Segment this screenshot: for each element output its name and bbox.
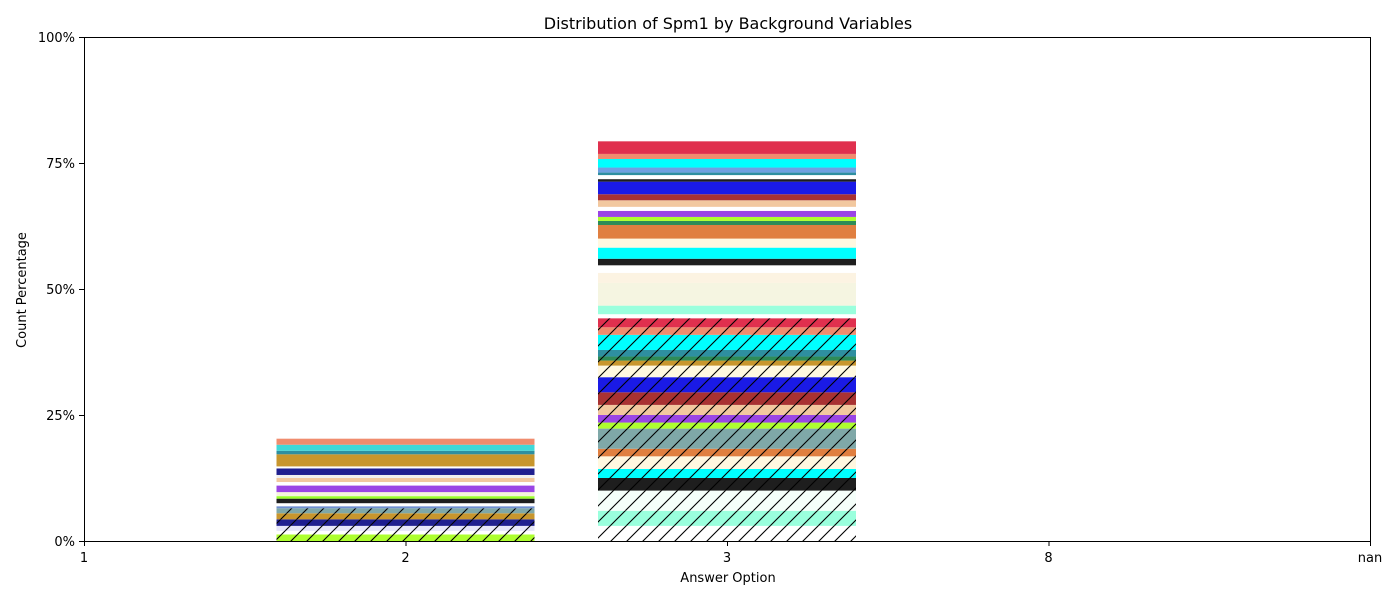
bar-segment: [598, 314, 856, 319]
bar-segment-hatch: [276, 530, 535, 535]
x-tick-label: 2: [401, 551, 409, 566]
bar-segment: [598, 141, 856, 154]
bar-segment: [276, 498, 535, 504]
bar-segment-hatch: [598, 456, 856, 469]
bar-segment: [598, 220, 856, 225]
bar-stacks: [276, 141, 856, 541]
bar-segment-hatch: [598, 356, 856, 361]
bar-segment: [276, 474, 535, 478]
bar-segment-hatch: [598, 392, 856, 405]
y-tick-label: 50%: [46, 283, 75, 298]
bar-segment: [598, 172, 856, 176]
bar-segment-hatch: [598, 478, 856, 491]
bar-segment-hatch: [598, 468, 856, 478]
bar-segment: [598, 158, 856, 168]
bar-segment: [598, 258, 856, 266]
bar-segment-hatch: [598, 415, 856, 423]
bar-stack-3: [598, 141, 856, 541]
bar-segment: [598, 224, 856, 239]
bar-segment-hatch: [276, 534, 535, 541]
bar-segment: [598, 167, 856, 173]
bar-segment: [276, 506, 535, 509]
bar-segment: [276, 485, 535, 493]
y-tick-label: 0%: [54, 535, 75, 550]
bar-segment: [598, 305, 856, 315]
bar-segment: [598, 265, 856, 273]
bar-segment: [598, 282, 856, 306]
bar-segment-hatch: [598, 327, 856, 335]
bar-segment: [598, 206, 856, 211]
bar-segment-hatch: [598, 334, 856, 350]
bar-segment-hatch: [276, 519, 535, 526]
chart-title: Distribution of Spm1 by Background Varia…: [544, 14, 912, 33]
bar-segment-hatch: [598, 422, 856, 429]
bar-segment: [276, 450, 535, 455]
bar-segment: [598, 175, 856, 180]
bar-segment: [598, 179, 856, 182]
y-axis: 0% 25% 50% 75% 100%: [38, 31, 84, 550]
bar-segment: [598, 210, 856, 217]
x-tick-label: 8: [1044, 551, 1052, 566]
bar-segment-hatch: [598, 377, 856, 393]
bar-segment: [598, 247, 856, 259]
bar-segment-hatch: [598, 428, 856, 449]
bar-segment-hatch: [276, 508, 535, 514]
bar-segment-hatch: [276, 513, 535, 520]
y-axis-title: Count Percentage: [15, 232, 30, 348]
bar-segment: [276, 492, 535, 497]
bar-segment-hatch: [598, 349, 856, 357]
bar-segment: [598, 153, 856, 159]
bar-segment: [598, 181, 856, 195]
bar-stack-2: [276, 438, 535, 541]
bar-segment: [276, 503, 535, 507]
x-tick-label: nan: [1358, 551, 1382, 566]
bar-segment-hatch: [598, 525, 856, 541]
bar-segment: [276, 466, 535, 469]
bar-segment-hatch: [598, 510, 856, 526]
bar-segment: [276, 454, 535, 467]
x-tick-label: 1: [80, 551, 88, 566]
bar-segment-hatch: [598, 448, 856, 457]
bar-segment-hatch: [598, 360, 856, 366]
bar-segment-hatch: [598, 404, 856, 415]
bar-segment: [276, 444, 535, 451]
x-axis: 1 2 3 8 nan: [80, 541, 1382, 566]
bar-segment: [276, 482, 535, 486]
y-tick-label: 25%: [46, 409, 75, 424]
y-tick-label: 75%: [46, 157, 75, 172]
bar-segment-hatch: [598, 490, 856, 511]
y-tick-label: 100%: [38, 31, 75, 46]
bar-segment: [598, 216, 856, 221]
bar-segment: [598, 200, 856, 207]
x-tick-label: 3: [723, 551, 731, 566]
bar-segment: [276, 478, 535, 483]
bar-segment: [598, 238, 856, 248]
bar-segment: [598, 272, 856, 283]
bar-segment: [598, 194, 856, 201]
bar-segment-hatch: [276, 525, 535, 531]
bar-segment-hatch: [598, 365, 856, 378]
bar-segment: [276, 496, 535, 499]
bar-segment: [276, 468, 535, 475]
bar-segment-hatch: [598, 318, 856, 328]
x-axis-title: Answer Option: [680, 571, 775, 586]
bar-segment: [276, 438, 535, 445]
